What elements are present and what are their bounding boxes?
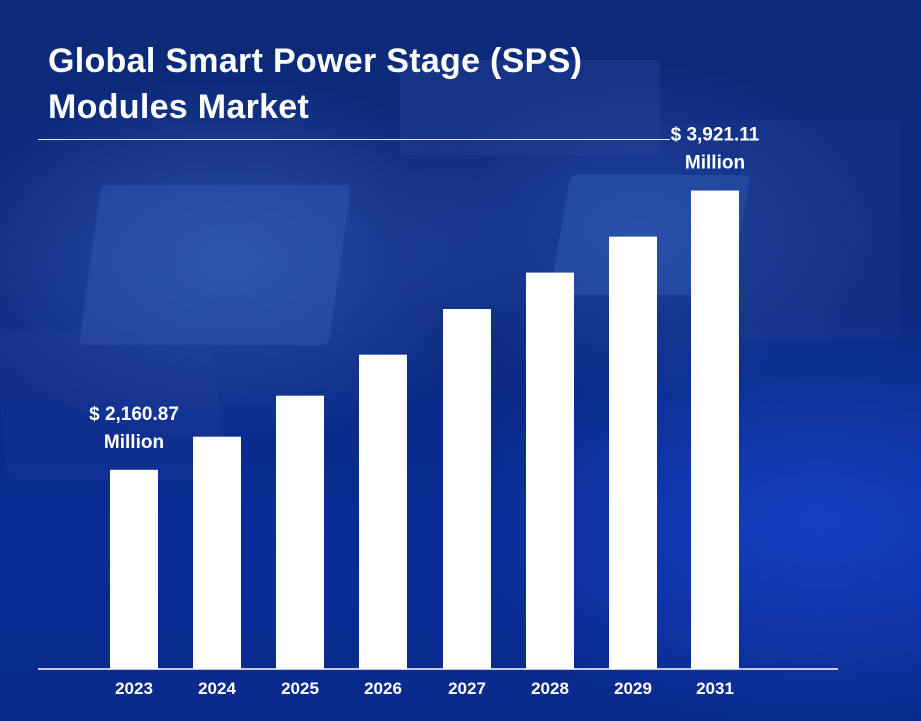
bar-2027 <box>443 309 491 669</box>
bar-2026 <box>359 354 407 669</box>
x-tick-label-2027: 2027 <box>448 679 486 698</box>
x-tick-label-2026: 2026 <box>364 679 402 698</box>
x-tick-label-2028: 2028 <box>531 679 569 698</box>
x-tick-label-2024: 2024 <box>198 679 236 698</box>
circuit-board-decoration <box>740 120 900 340</box>
bar-2031 <box>691 190 739 669</box>
data-label-unit-2031: Million <box>685 153 745 174</box>
x-tick-label-2023: 2023 <box>115 679 153 698</box>
data-label-unit-2023: Million <box>104 432 164 453</box>
title-divider <box>38 139 670 140</box>
bar-2028 <box>526 272 574 669</box>
x-tick-label-2031: 2031 <box>696 679 734 698</box>
data-label-value-2031: $ 3,921.11 <box>671 125 760 146</box>
x-tick-label-2029: 2029 <box>614 679 652 698</box>
chart-title: Global Smart Power Stage (SPS) Modules M… <box>48 42 583 126</box>
bar-2029 <box>609 236 657 669</box>
bar-2023 <box>110 469 158 669</box>
data-label-value-2023: $ 2,160.87 <box>89 404 179 425</box>
bar-2024 <box>193 436 241 669</box>
x-tick-label-2025: 2025 <box>281 679 319 698</box>
bar-2025 <box>276 395 324 669</box>
